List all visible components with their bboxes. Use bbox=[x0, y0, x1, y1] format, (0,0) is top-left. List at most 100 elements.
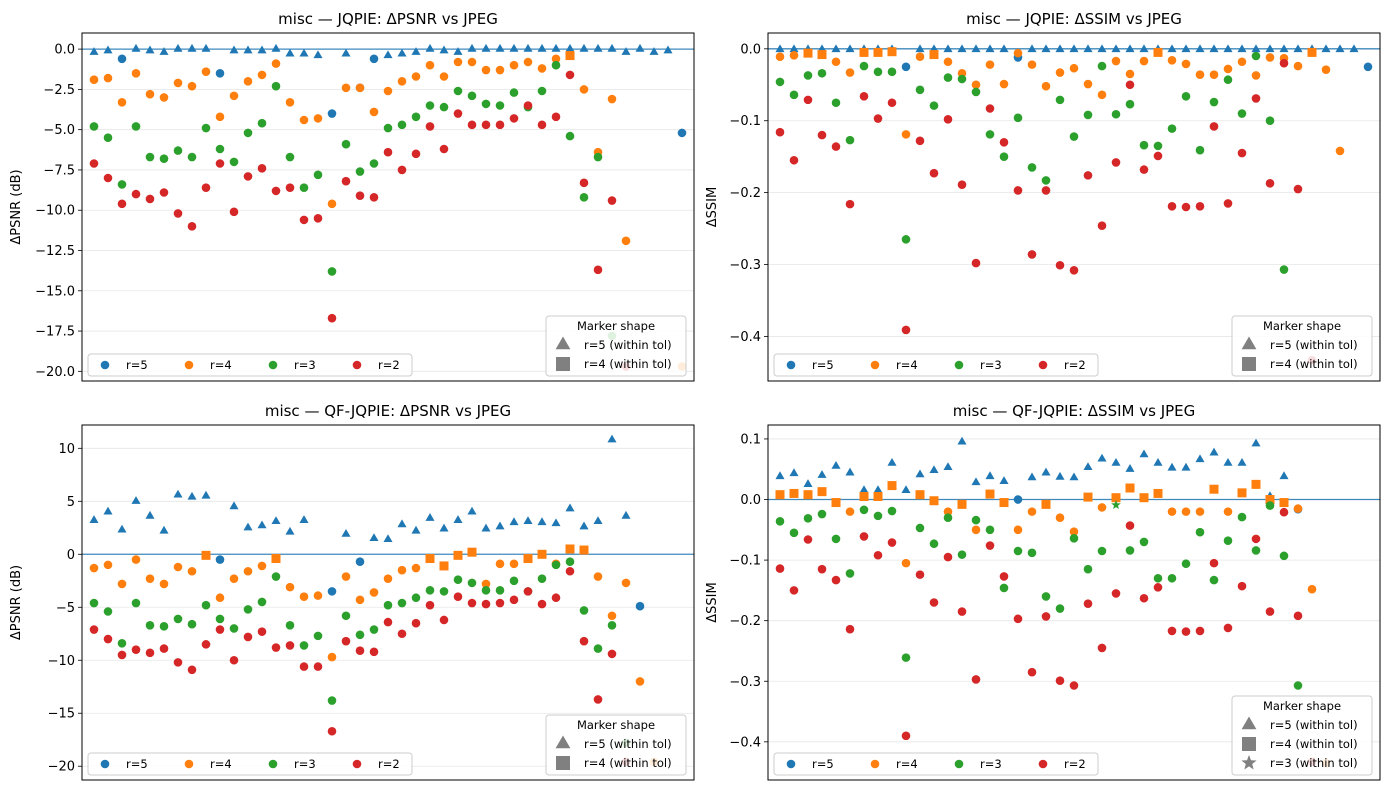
point-r4-17 bbox=[327, 652, 337, 662]
point-r5-37 bbox=[1293, 44, 1303, 53]
point-r3-6 bbox=[173, 146, 183, 155]
legend-label-r2: r=2 bbox=[1064, 358, 1086, 372]
point-r4-35 bbox=[579, 85, 589, 94]
panel-3: 10 5 0 −5 −10 −15 −20 misc — QF-JQPIE: ΔPSNR vs… bbox=[9, 402, 695, 781]
y-tick-label: 0.0 bbox=[740, 493, 761, 508]
point-r4-32 bbox=[1223, 507, 1233, 516]
point-r5-24 bbox=[1111, 457, 1121, 466]
point-r4-3 bbox=[817, 487, 827, 497]
point-r3-31 bbox=[1209, 575, 1219, 585]
point-r5-30 bbox=[509, 43, 519, 52]
point-r5-20 bbox=[1055, 471, 1065, 480]
point-r2-8 bbox=[887, 538, 897, 547]
legend-label-r5: r=5 bbox=[812, 358, 834, 372]
point-r5-20 bbox=[1055, 44, 1065, 53]
point-r5-35 bbox=[579, 521, 589, 530]
point-r5-11 bbox=[243, 45, 253, 54]
point-r2-6 bbox=[173, 658, 183, 667]
point-r3-33 bbox=[1237, 512, 1247, 522]
point-r2-11 bbox=[243, 632, 253, 642]
point-r5-14 bbox=[971, 44, 981, 53]
legend-label-r2: r=2 bbox=[378, 757, 400, 771]
point-r2-13 bbox=[271, 186, 281, 196]
point-r2-34 bbox=[1251, 94, 1261, 103]
point-r2-18 bbox=[1027, 250, 1037, 259]
point-r5-13 bbox=[957, 44, 967, 53]
point-r5-33 bbox=[1237, 44, 1247, 53]
point-r4-39 bbox=[635, 677, 645, 686]
point-r5-32 bbox=[537, 43, 547, 52]
point-r4-3 bbox=[131, 68, 141, 78]
point-r3-18 bbox=[341, 611, 351, 621]
point-r2-17 bbox=[327, 313, 337, 323]
point-r2-15 bbox=[299, 215, 309, 225]
series-legend: r=5 r=4 r=3 r=2 bbox=[773, 353, 1099, 377]
shape-legend: Marker shape r=5 (within tol) r=4 (within … bbox=[1231, 315, 1373, 377]
legend-marker-r2 bbox=[352, 360, 362, 370]
point-r2-1 bbox=[103, 173, 113, 183]
point-r2-4 bbox=[145, 194, 155, 204]
point-r5-13 bbox=[271, 516, 281, 525]
point-r2-32 bbox=[537, 599, 547, 609]
point-r3-14 bbox=[971, 515, 981, 525]
point-r3-32 bbox=[537, 574, 547, 583]
legend-label-r4: r=4 bbox=[896, 757, 918, 771]
point-r4-37 bbox=[1293, 504, 1303, 513]
point-r3-30 bbox=[509, 88, 519, 97]
point-r3-27 bbox=[1153, 573, 1163, 583]
point-r2-17 bbox=[327, 726, 337, 736]
point-r3-0 bbox=[89, 598, 99, 608]
point-r3-35 bbox=[579, 193, 589, 202]
point-r3-29 bbox=[1181, 559, 1191, 569]
point-r2-0 bbox=[89, 159, 99, 168]
point-r4-13 bbox=[271, 554, 281, 564]
point-r4-16 bbox=[313, 591, 323, 600]
point-r3-2 bbox=[117, 638, 127, 648]
point-r3-0 bbox=[89, 122, 99, 131]
point-r3-26 bbox=[453, 575, 463, 585]
y-tick-label: 0.1 bbox=[740, 432, 761, 447]
point-r2-30 bbox=[1195, 626, 1205, 636]
point-r3-32 bbox=[1223, 75, 1233, 85]
point-r3-23 bbox=[411, 112, 421, 122]
point-r4-1 bbox=[103, 73, 113, 83]
point-r2-29 bbox=[1181, 627, 1191, 636]
legend-box bbox=[87, 752, 413, 776]
plot-frame bbox=[767, 424, 1381, 781]
point-r2-35 bbox=[579, 178, 589, 188]
point-r5-18 bbox=[341, 48, 351, 57]
point-r3-12 bbox=[257, 597, 267, 607]
point-r3-10 bbox=[915, 85, 925, 95]
point-r3-9 bbox=[215, 614, 225, 624]
point-r4-13 bbox=[271, 59, 281, 68]
point-r2-31 bbox=[1209, 558, 1219, 568]
plot-frame bbox=[81, 424, 695, 781]
point-r2-34 bbox=[565, 566, 575, 576]
point-r3-22 bbox=[1083, 564, 1093, 574]
point-r5-34 bbox=[1251, 44, 1261, 53]
point-r5-0 bbox=[775, 471, 785, 480]
point-r3-16 bbox=[313, 170, 323, 180]
point-r4-38 bbox=[621, 236, 631, 246]
point-r4-31 bbox=[523, 57, 533, 67]
point-r2-6 bbox=[859, 532, 869, 541]
point-r5-6 bbox=[173, 489, 183, 498]
point-r3-32 bbox=[537, 86, 547, 96]
point-r3-11 bbox=[929, 101, 939, 110]
point-r3-18 bbox=[1027, 163, 1037, 172]
y-tick-label: −10.0 bbox=[35, 204, 75, 219]
point-r4-33 bbox=[1237, 488, 1247, 498]
legend-marker-r4 bbox=[184, 360, 194, 370]
point-r5-7 bbox=[187, 491, 197, 500]
point-r2-9 bbox=[215, 625, 225, 634]
point-r4-25 bbox=[439, 72, 449, 81]
point-r4-14 bbox=[971, 80, 981, 90]
point-r3-3 bbox=[817, 68, 827, 78]
point-r2-24 bbox=[1111, 589, 1121, 598]
point-r2-32 bbox=[537, 120, 547, 130]
point-r5-11 bbox=[929, 465, 939, 474]
point-r3-35 bbox=[1265, 501, 1275, 510]
point-r3-19 bbox=[1041, 176, 1051, 185]
point-r3-17 bbox=[1013, 113, 1023, 123]
point-r3-9 bbox=[215, 144, 225, 154]
